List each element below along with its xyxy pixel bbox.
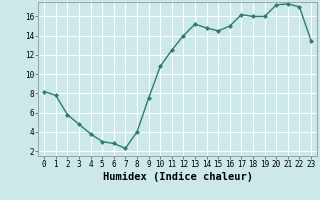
X-axis label: Humidex (Indice chaleur): Humidex (Indice chaleur) [103, 172, 252, 182]
